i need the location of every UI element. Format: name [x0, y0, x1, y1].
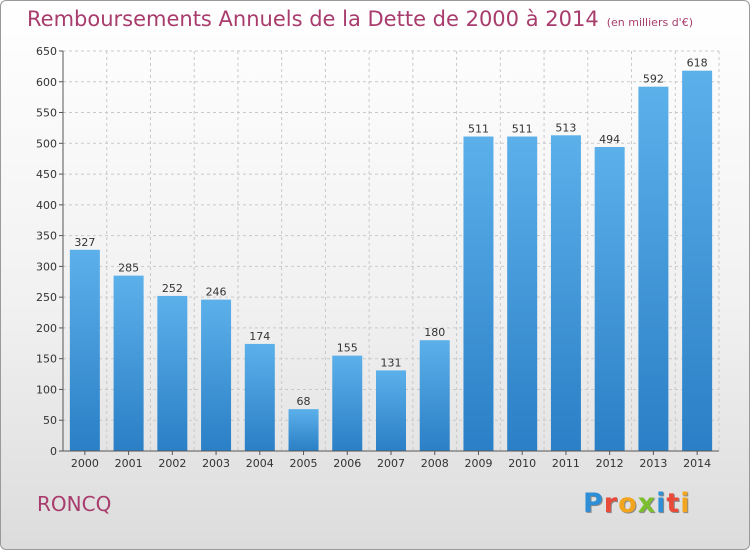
- y-tick-label-500: 500: [36, 137, 57, 150]
- data-label-2011: 513: [555, 121, 576, 134]
- x-tick-label-2002: 2002: [158, 457, 186, 470]
- bar-series: [69, 70, 713, 452]
- chart-title-text: Remboursements Annuels de la Dette de 20…: [27, 7, 599, 31]
- data-label-2008: 180: [424, 326, 445, 339]
- y-tick-label-100: 100: [36, 383, 57, 396]
- x-tick-label-2010: 2010: [508, 457, 536, 470]
- data-labels: 327 285 252 246 174 68 155 131 180 511 511 513 494 59…: [74, 57, 707, 408]
- bar-2008: [419, 340, 450, 451]
- x-tick-label-2007: 2007: [377, 457, 405, 470]
- data-label-2012: 494: [599, 133, 620, 146]
- y-tick-label-350: 350: [36, 230, 57, 243]
- town-name: RONCQ: [37, 492, 112, 516]
- bar-2009: [463, 136, 494, 452]
- data-label-2004: 174: [249, 330, 270, 343]
- data-label-2003: 246: [206, 286, 227, 299]
- y-tick-label-50: 50: [43, 414, 57, 427]
- bar-2000: [69, 249, 100, 451]
- chart-title: Remboursements Annuels de la Dette de 20…: [27, 7, 693, 31]
- logo-letter-5: t: [666, 488, 681, 519]
- y-tick-label-650: 650: [36, 45, 57, 58]
- bar-2003: [201, 299, 232, 451]
- y-tick-label-150: 150: [36, 353, 57, 366]
- bar-2011: [550, 135, 581, 452]
- bar-2006: [332, 355, 363, 451]
- y-tick-label-250: 250: [36, 291, 57, 304]
- data-label-2000: 327: [74, 236, 95, 249]
- bar-2007: [376, 370, 406, 451]
- y-tick-label-400: 400: [36, 199, 57, 212]
- x-tick-label-2009: 2009: [464, 457, 492, 470]
- x-tick-label-2006: 2006: [333, 457, 361, 470]
- bar-2013: [638, 86, 669, 451]
- data-label-2014: 618: [687, 57, 708, 70]
- bar-2005: [288, 409, 319, 451]
- x-axis: 2000 2001 2002 2003 2004 2005 2006 2007 2008 2009…: [63, 450, 719, 470]
- y-tick-label-200: 200: [36, 322, 57, 335]
- bar-2004: [244, 343, 275, 451]
- bar-2001: [113, 275, 144, 451]
- data-label-2001: 285: [118, 262, 139, 275]
- data-label-2013: 592: [643, 73, 664, 86]
- y-tick-label-300: 300: [36, 260, 57, 273]
- x-tick-label-2008: 2008: [421, 457, 449, 470]
- logo-letter-0: P: [583, 488, 604, 519]
- x-tick-label-2014: 2014: [683, 457, 711, 470]
- logo-letter-6: i: [680, 488, 691, 519]
- y-axis: 0 50 100 150 200 250 300 350 400 450 500 550 600 650: [36, 45, 64, 458]
- y-tick-label-0: 0: [50, 445, 57, 458]
- data-label-2006: 155: [337, 342, 358, 355]
- x-tick-label-2012: 2012: [596, 457, 624, 470]
- data-label-2010: 511: [512, 123, 533, 136]
- x-tick-label-2013: 2013: [639, 457, 667, 470]
- x-tick-label-2011: 2011: [552, 457, 580, 470]
- bar-2014: [682, 70, 713, 451]
- bar-2012: [594, 147, 625, 451]
- chart-subtitle: (en milliers d'€): [606, 16, 693, 29]
- y-tick-label-600: 600: [36, 76, 57, 89]
- logo-letter-2: o: [618, 488, 638, 519]
- bar-2002: [157, 295, 188, 451]
- bar-2010: [507, 136, 538, 452]
- data-label-2007: 131: [381, 356, 402, 369]
- data-label-2002: 252: [162, 282, 183, 295]
- y-tick-label-550: 550: [36, 107, 57, 120]
- logo-letter-4: i: [656, 488, 667, 519]
- x-tick-label-2005: 2005: [290, 457, 318, 470]
- y-tick-label-450: 450: [36, 168, 57, 181]
- x-tick-label-2001: 2001: [115, 457, 143, 470]
- data-label-2009: 511: [468, 123, 489, 136]
- proxiti-logo: Proxiti: [583, 488, 691, 519]
- logo-letter-3: x: [637, 488, 657, 519]
- x-tick-label-2003: 2003: [202, 457, 230, 470]
- x-tick-label-2004: 2004: [246, 457, 274, 470]
- logo-letter-1: r: [603, 488, 619, 519]
- x-tick-label-2000: 2000: [71, 457, 99, 470]
- data-label-2005: 68: [297, 395, 311, 408]
